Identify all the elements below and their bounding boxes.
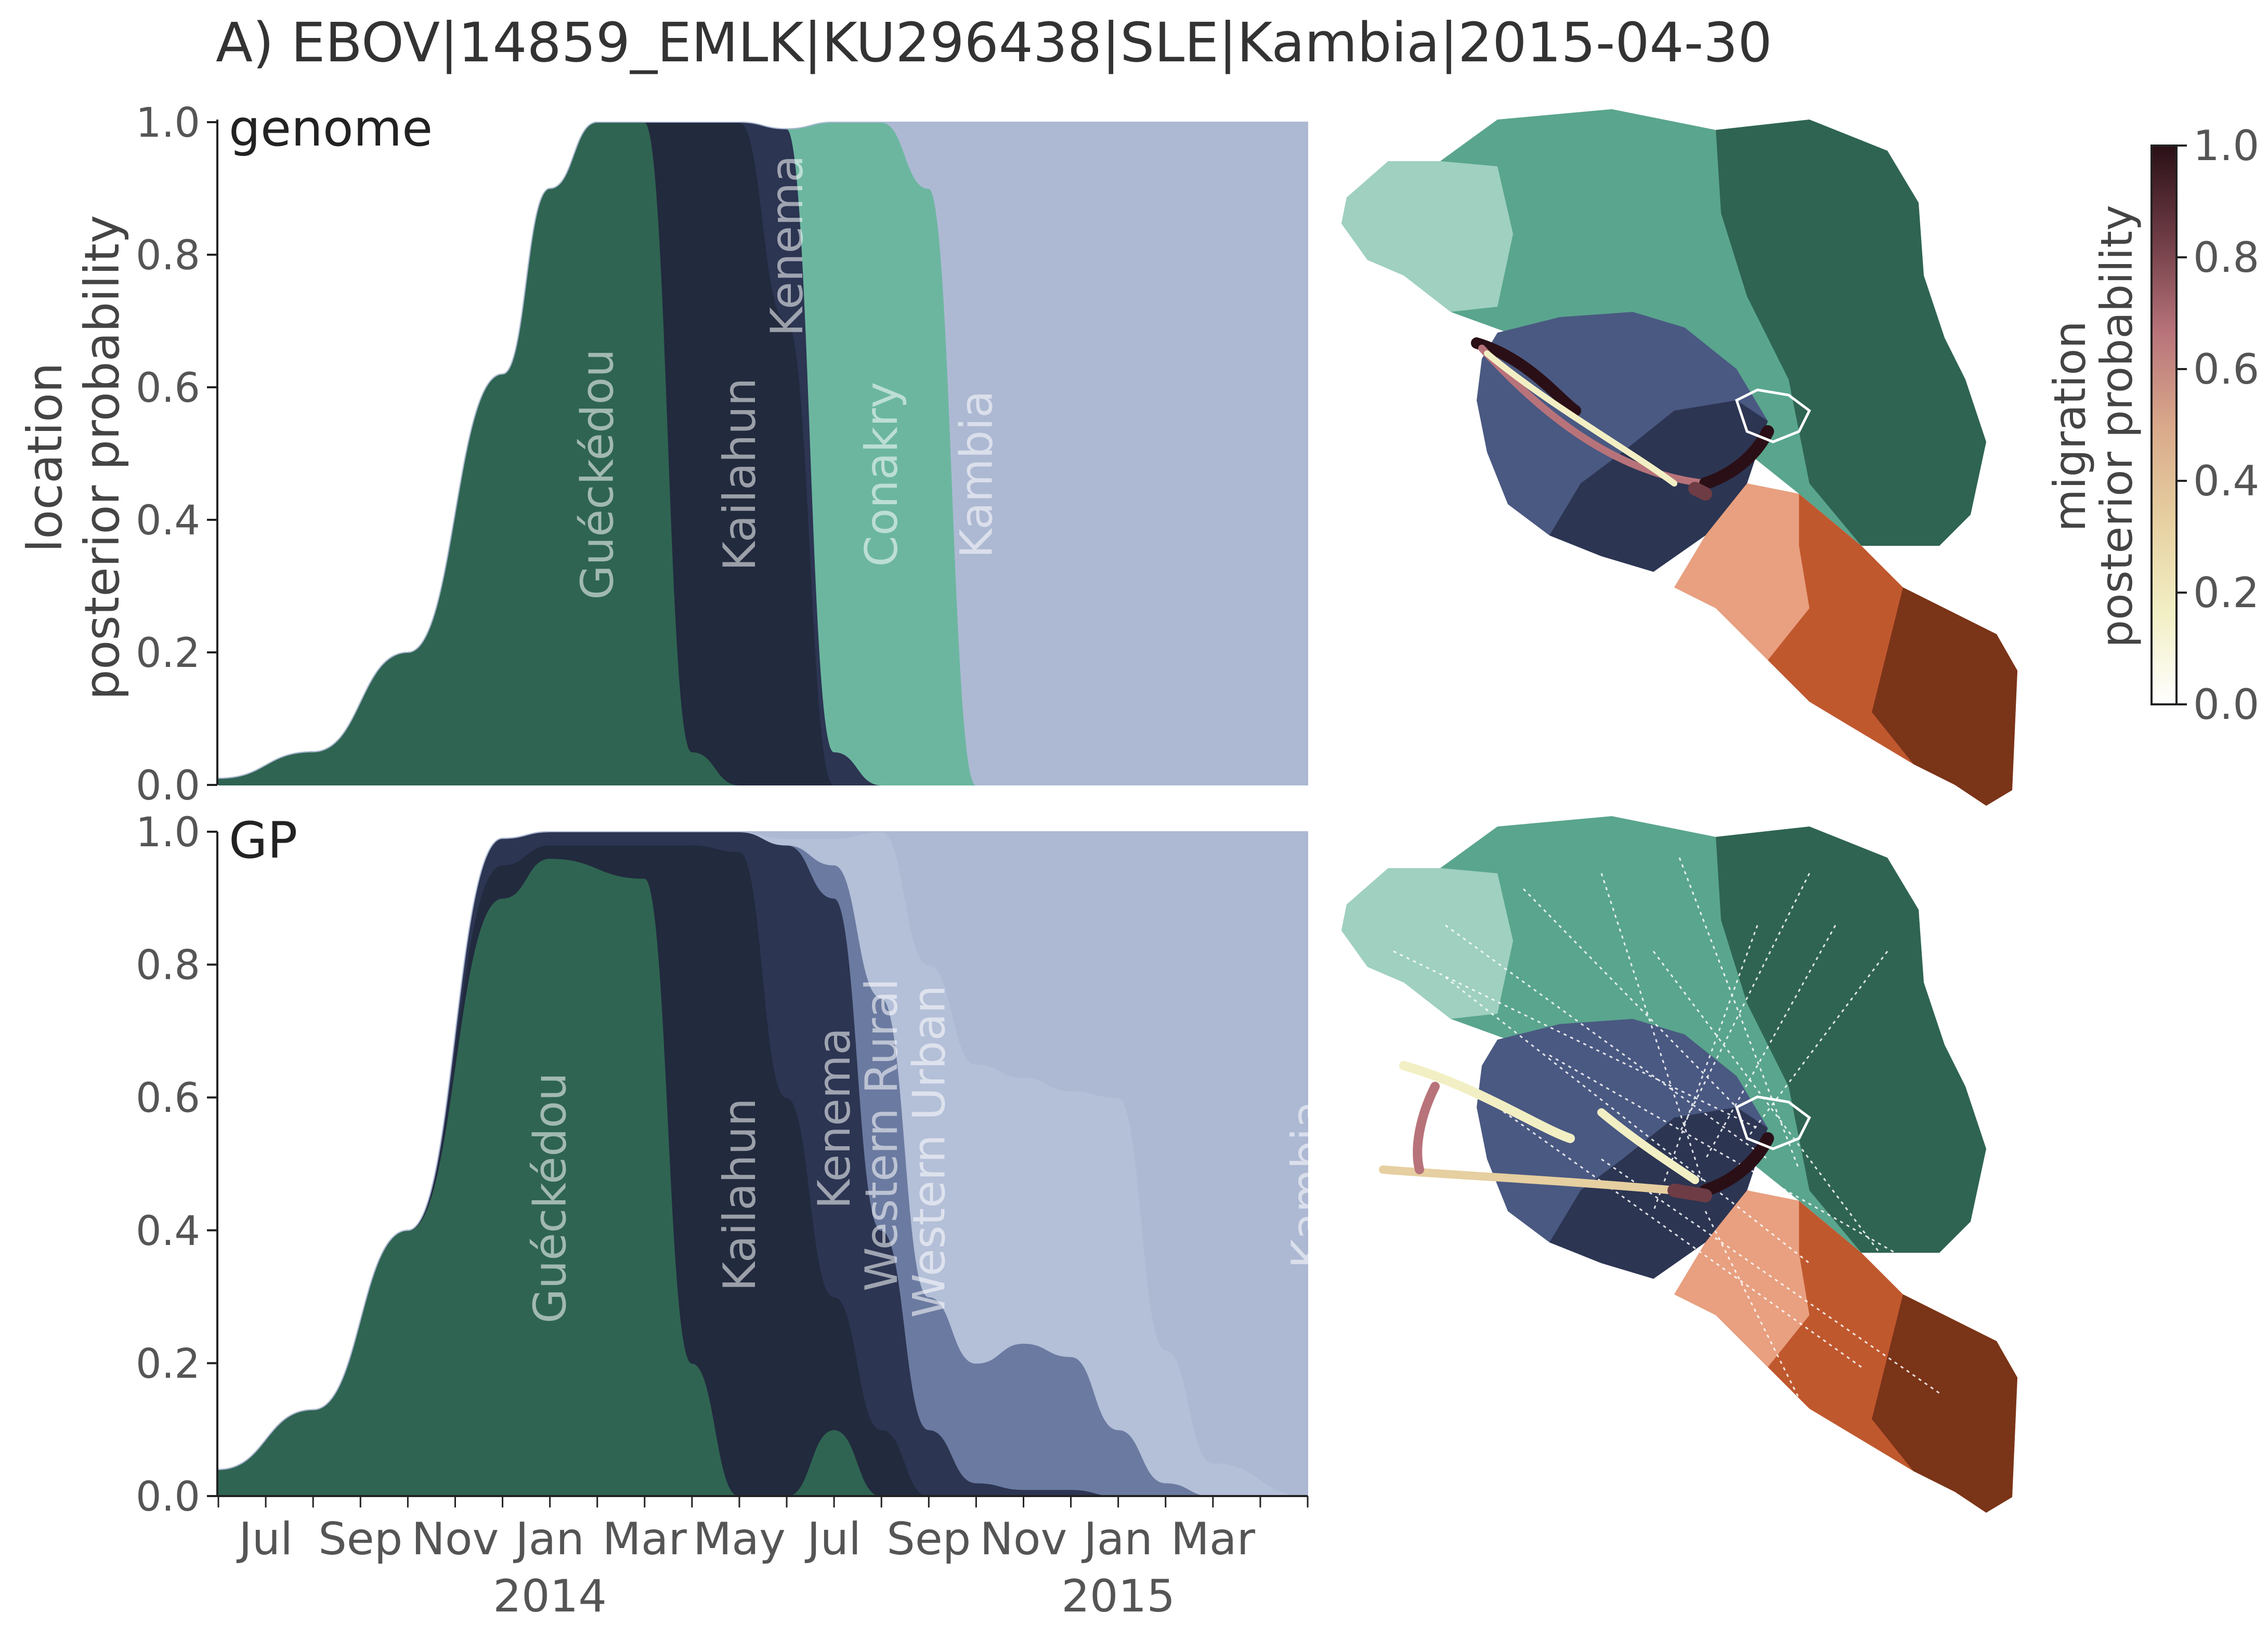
colorbar-tick-label: 0.0 (2193, 680, 2259, 729)
genome-area-label-kenema: Kenema (761, 155, 813, 336)
genome-area-kambia (218, 121, 1308, 786)
colorbar: 0.0 0.2 0.4 0.6 0.8 1.0 migration posterior p… (2044, 122, 2259, 729)
gp-y-tick-label: 0.2 (136, 1341, 200, 1387)
gp-y-tick-label: 0.0 (136, 1474, 200, 1520)
genome-y-tick-label: 0.4 (136, 497, 200, 544)
gp-y-tick-label: 0.6 (136, 1075, 200, 1122)
liberia-west-region (1674, 1190, 1809, 1367)
x-tick-label: Nov (980, 1513, 1067, 1565)
liberia-south-region (1872, 587, 2017, 806)
x-tick-label: Jul (804, 1513, 861, 1565)
migration-path-4 (1597, 1108, 1699, 1184)
x-tick-label: Sep (887, 1513, 971, 1565)
liberia-west-region (1674, 483, 1809, 660)
genome-y-tick-label: 0.2 (136, 630, 200, 677)
genome-area-label-guéckédou: Guéckédou (572, 349, 624, 600)
x-year-label: 2015 (1061, 1570, 1175, 1622)
colorbar-tick-label: 0.8 (2193, 233, 2259, 282)
x-tick-label: Mar (603, 1513, 687, 1565)
colorbar-tick-label: 1.0 (2193, 122, 2259, 170)
genome-area-labels: Guéckédou Kailahun Kenema Conakry Kambia (572, 155, 1003, 600)
colorbar-tick-label: 0.4 (2193, 457, 2259, 505)
colorbar-label-line2: posterior probability (2091, 205, 2142, 648)
genome-panel: Guéckédou Kailahun Kenema Conakry Kambia 0.0… (136, 99, 1308, 809)
gp-y-tick-label: 0.8 (136, 942, 200, 989)
kambia-outline (1735, 388, 1811, 443)
colorbar-tick-label: 0.2 (2193, 569, 2259, 617)
gp-area-kambia (218, 831, 1308, 1497)
gp-y-tick-label: 0.4 (136, 1208, 200, 1255)
guinea-east-region (1716, 827, 1986, 1253)
gp-y-ticks: 0.0 0.2 0.4 0.6 0.8 1.0 (136, 809, 217, 1520)
genome-y-tick-label: 1.0 (136, 100, 200, 147)
migration-path-5 (1688, 482, 1712, 501)
guinea-west-region (1341, 868, 1513, 1019)
x-tick-label: Jan (513, 1513, 584, 1565)
gp-area-label-kailahun: Kailahun (714, 1098, 766, 1291)
colorbar-label-line1: migration (2044, 321, 2095, 531)
genome-y-tick-label: 0.6 (136, 365, 200, 412)
x-tick-label: Mar (1171, 1513, 1256, 1565)
genome-panel-label: genome (229, 99, 433, 158)
kambia-outline (1735, 1095, 1811, 1150)
genome-area-label-kailahun: Kailahun (714, 378, 766, 571)
migration-path-1 (1471, 337, 1581, 416)
colorbar-tick-label: 0.6 (2193, 345, 2259, 394)
guinea-east-region (1716, 120, 1986, 546)
gp-area-label-guéckédou: Guéckédou (525, 1072, 577, 1323)
x-year-label: 2014 (493, 1570, 607, 1622)
x-tick-label: May (693, 1513, 786, 1565)
y-axis-label-line1: location (17, 362, 73, 552)
genome-area-label-conakry: Conakry (856, 382, 908, 567)
genome-migration-map (1341, 109, 2017, 806)
gp-area-label-western-rural: Western Rural (856, 978, 908, 1291)
migration-path-1 (1399, 1061, 1575, 1143)
guinea-west-region (1341, 161, 1513, 312)
gp-area-label-kenema: Kenema (809, 1028, 861, 1209)
figure-title: A) EBOV|14859_EMLK|KU296438|SLE|Kambia|2… (216, 11, 1772, 74)
y-axis-label-line2: posterior probability (74, 215, 130, 700)
sierra-leone-south-region (1549, 400, 1768, 572)
colorbar-gradient (2150, 145, 2178, 705)
x-tick-label: Jul (236, 1513, 293, 1565)
gp-panel-label: GP (229, 811, 297, 870)
genome-y-tick-label: 0.8 (136, 232, 200, 279)
migration-path-3 (1413, 1082, 1440, 1174)
gp-migration-map (1341, 816, 2017, 1513)
dotted-migration-lines (1393, 857, 1940, 1420)
genome-y-ticks: 0.0 0.2 0.4 0.6 0.8 1.0 (136, 100, 217, 809)
migration-path-6 (1667, 1184, 1712, 1202)
x-tick-label: Nov (412, 1513, 499, 1565)
migration-path-2 (1379, 1165, 1678, 1195)
x-tick-label: Jan (1081, 1513, 1153, 1565)
liberia-south-region (1872, 1294, 2017, 1513)
genome-y-tick-label: 0.0 (136, 763, 200, 809)
migration-path-3 (1484, 350, 1677, 487)
gp-y-tick-label: 1.0 (136, 809, 200, 856)
gp-area-label-western-urban: Western Urban (903, 985, 955, 1318)
genome-areas (218, 121, 1308, 786)
gp-area-label-kambia: Kambia (1282, 1101, 1334, 1269)
x-tick-label: Sep (318, 1513, 402, 1565)
genome-area-label-kambia: Kambia (950, 390, 1002, 558)
colorbar-ticks: 0.0 0.2 0.4 0.6 0.8 1.0 (2176, 122, 2259, 729)
